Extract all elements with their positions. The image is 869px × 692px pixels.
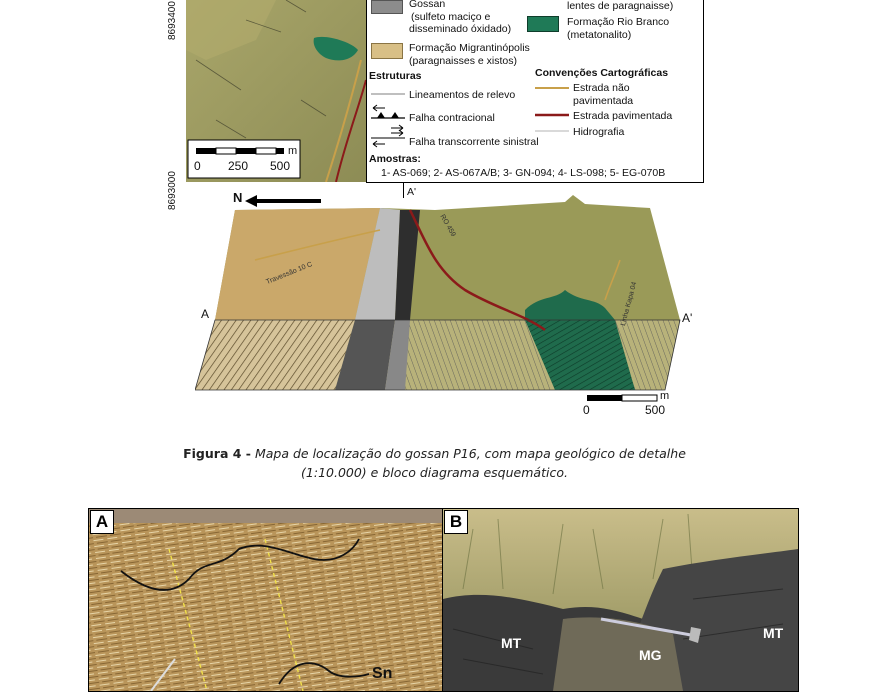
estrada-pavimentada-label: Estrada pavimentada <box>573 110 673 122</box>
map-scale-tick: 0 <box>194 159 201 173</box>
north-arrow-icon <box>245 195 321 207</box>
estruturas-title: Estruturas <box>369 70 422 82</box>
map-coordinate-lower: 8693000 <box>167 171 178 210</box>
block-scale-unit: m <box>660 390 670 402</box>
convention-symbols <box>535 87 569 132</box>
figure-caption: Figura 4 - Mapa de localização do gossan… <box>150 444 719 482</box>
structure-symbols <box>371 93 405 148</box>
unpaved-road <box>325 59 362 183</box>
gossan-swatch <box>371 0 403 14</box>
photo-b-label: B <box>444 510 468 534</box>
rio-branco-polygon <box>313 36 358 61</box>
map-coordinate-upper: 8693400 <box>167 1 178 40</box>
sn-label: Sn <box>372 665 393 682</box>
paved-road <box>335 79 367 183</box>
section-label-a: A <box>201 307 210 321</box>
section-line-tick <box>403 182 404 198</box>
map-scale-tick: 250 <box>228 159 249 173</box>
block-scale-tick: 500 <box>645 403 666 417</box>
photo-b-image <box>443 509 798 691</box>
map-scale-bar: m 0 250 500 <box>194 145 298 176</box>
photo-a-label: A <box>90 510 114 534</box>
photo-a: A Sn <box>88 508 444 692</box>
caption-line: Mapa de localização do gossan P16, com m… <box>254 446 686 461</box>
migrantinopolis-swatch <box>371 43 403 59</box>
convencoes-title: Convenções Cartográficas <box>535 67 669 79</box>
gossan-title: Gossan <box>409 0 446 10</box>
section-label-a-prime: A' <box>682 311 693 325</box>
map-scale-unit: m <box>288 145 298 157</box>
north-label: N <box>233 190 243 205</box>
rio-branco-desc: (metatonalito) <box>567 29 632 41</box>
block-diagram: N A A' Travessão 10 C RO 459 Linha Kapa … <box>194 190 695 417</box>
gossan-desc: (sulfeto maciço e <box>411 11 491 23</box>
lineamentos-label: Lineamentos de relevo <box>409 89 516 101</box>
rio-branco-title: Formação Rio Branco <box>567 16 670 28</box>
amostras-list: 1- AS-069; 2- AS-067A/B; 3- GN-094; 4- L… <box>381 167 666 179</box>
caption-line: (1:10.000) e bloco diagrama esquemático. <box>301 465 568 480</box>
falha-transcorrente-label: Falha transcorrente sinistral <box>409 136 539 148</box>
mg-label: MG <box>639 647 662 663</box>
caption-label: Figura 4 - <box>183 446 251 461</box>
map-legend: Gossan (sulfeto maciço e disseminado óxi… <box>366 0 704 183</box>
block-diagram-drawing <box>194 195 681 402</box>
amostras-title: Amostras: <box>369 153 421 165</box>
migrantinopolis-title: Formação Migrantinópolis <box>409 42 530 54</box>
hidrografia-label: Hidrografia <box>573 126 625 138</box>
photo-a-image <box>89 509 443 691</box>
mt-label-right: MT <box>763 625 784 641</box>
photo-b: B MT MG MT <box>442 508 799 692</box>
mt-label-left: MT <box>501 635 522 651</box>
section-label-a-prime-top: A' <box>407 186 417 198</box>
block-scale-tick: 0 <box>583 403 590 417</box>
estrada-nao-label: Estrada não <box>573 82 630 94</box>
map-scale-tick: 500 <box>270 159 291 173</box>
geologic-map: m 0 250 500 <box>186 0 367 183</box>
estrada-nao-label: pavimentada <box>573 95 634 107</box>
gossan-desc: disseminado óxidado) <box>409 23 512 35</box>
falha-contracional-label: Falha contracional <box>409 112 495 124</box>
rio-branco-swatch <box>527 16 559 32</box>
paragnaisse-lenses-text: lentes de paragnaisse) <box>567 0 674 12</box>
migrantinopolis-desc: (paragnaisses e xistos) <box>409 55 517 67</box>
